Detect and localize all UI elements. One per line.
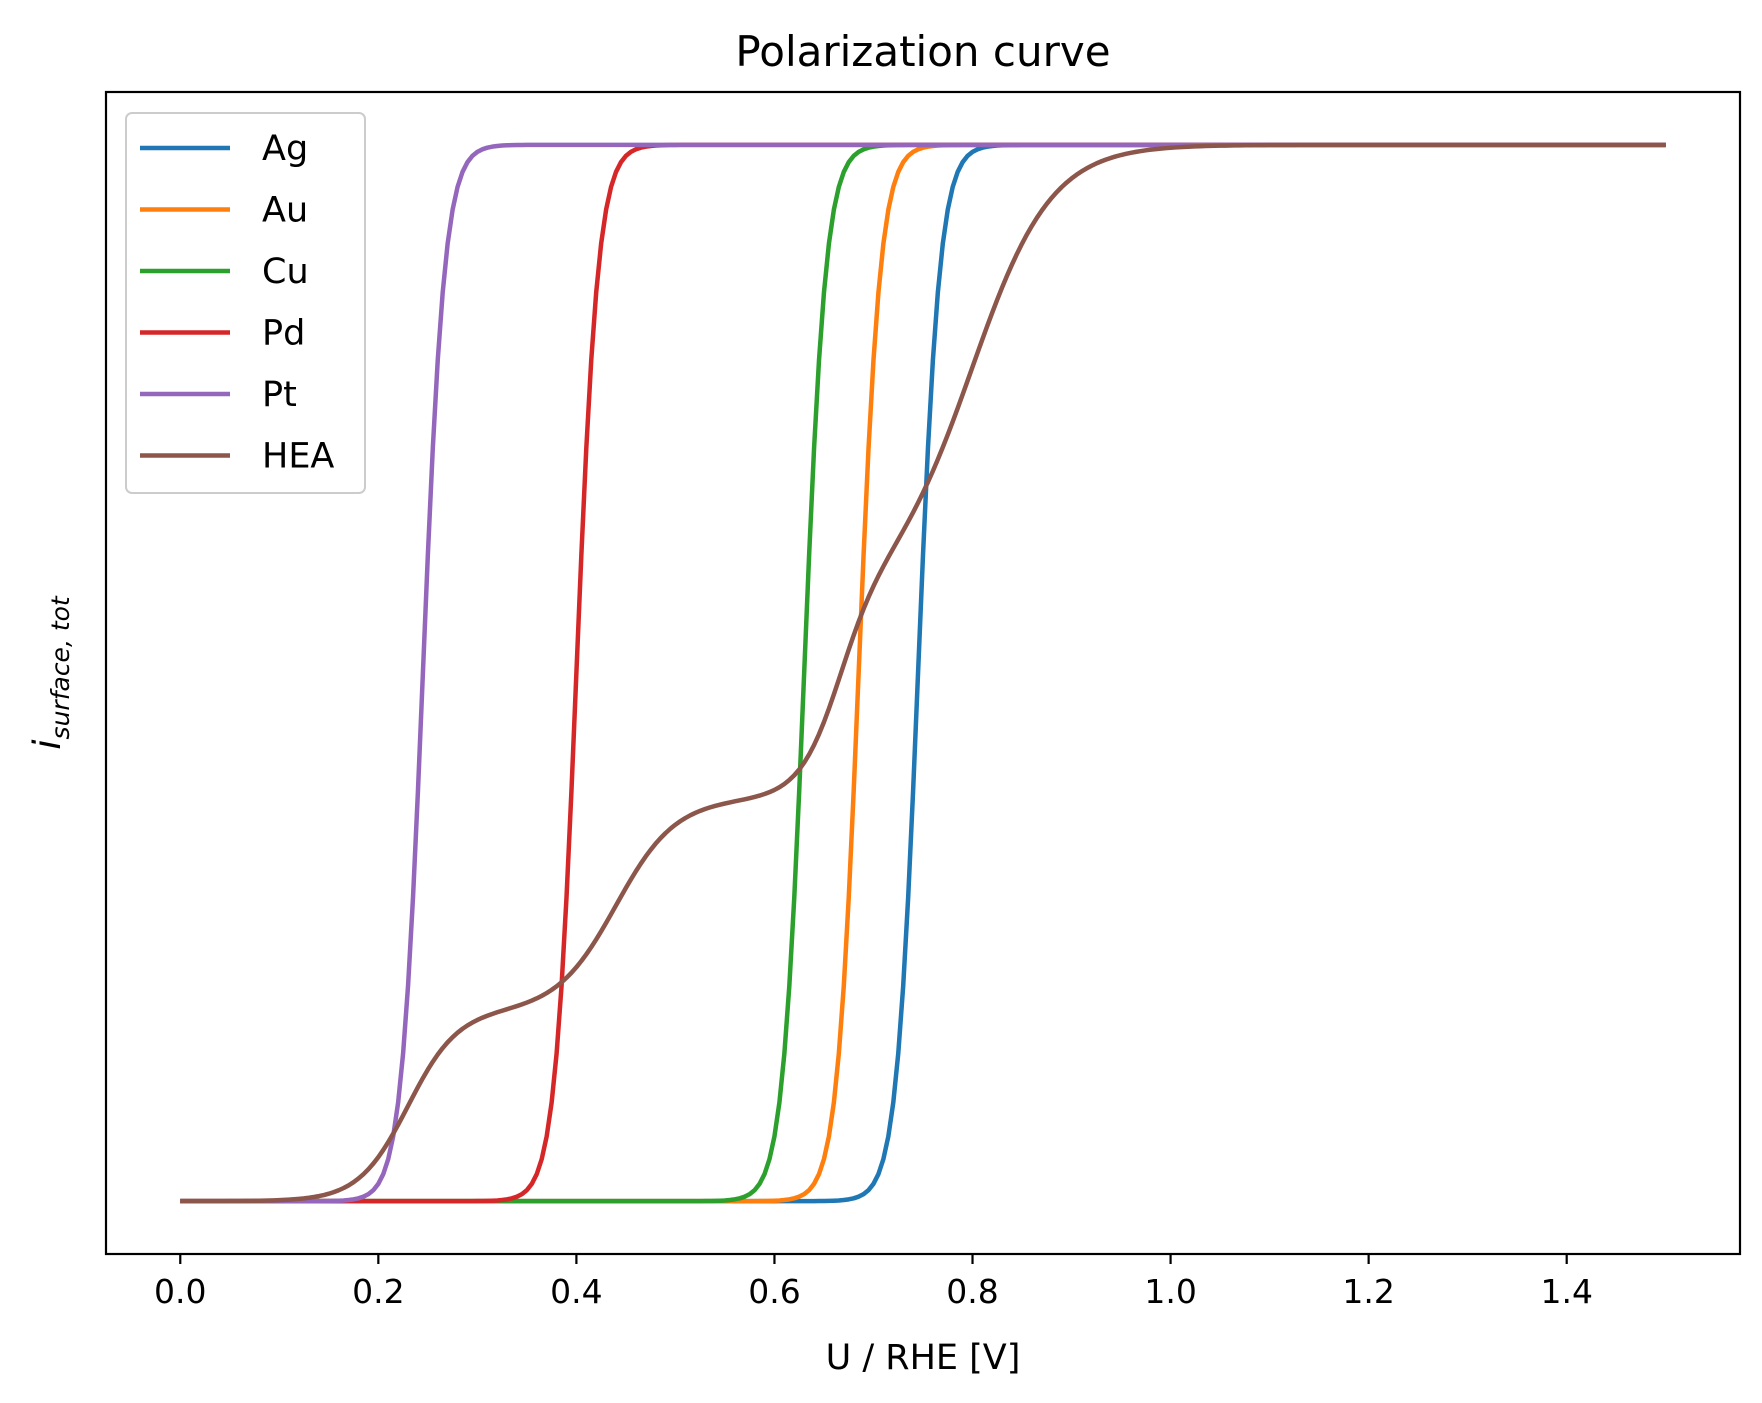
legend-label-pt: Pt	[262, 375, 297, 415]
series-layer	[180, 142, 1666, 1204]
x-tick-label: 0.0	[154, 1272, 206, 1311]
series-line-hea	[180, 142, 1666, 1204]
legend-items: Ag Au Cu Pd Pt HEA	[140, 129, 334, 477]
x-tick-label: 0.2	[352, 1272, 404, 1311]
x-tick-label: 0.4	[550, 1272, 602, 1311]
legend-label-ag: Ag	[262, 129, 308, 169]
chart-title: Polarization curve	[735, 27, 1110, 76]
legend-label-cu: Cu	[262, 252, 309, 292]
x-tick-label: 1.4	[1540, 1272, 1592, 1311]
legend-label-hea: HEA	[262, 437, 334, 477]
x-axis-ticks: 0.0 0.2 0.4 0.6 0.8 1.0 1.2 1.4	[154, 1254, 1593, 1311]
y-axis-label-main: i	[26, 739, 69, 750]
legend-label-pd: Pd	[262, 314, 305, 354]
y-axis-label-sub: surface, tot	[46, 595, 75, 739]
x-axis-label: U / RHE [V]	[826, 1338, 1021, 1378]
legend: Ag Au Cu Pd Pt HEA	[125, 112, 366, 494]
x-tick-label: 1.0	[1144, 1272, 1196, 1311]
legend-label-au: Au	[262, 191, 308, 231]
x-tick-label: 0.8	[946, 1272, 998, 1311]
x-tick-label: 0.6	[748, 1272, 800, 1311]
x-tick-label: 1.2	[1342, 1272, 1394, 1311]
plot-frame	[104, 90, 1742, 1256]
y-axis-label: isurface, tot	[26, 595, 75, 750]
